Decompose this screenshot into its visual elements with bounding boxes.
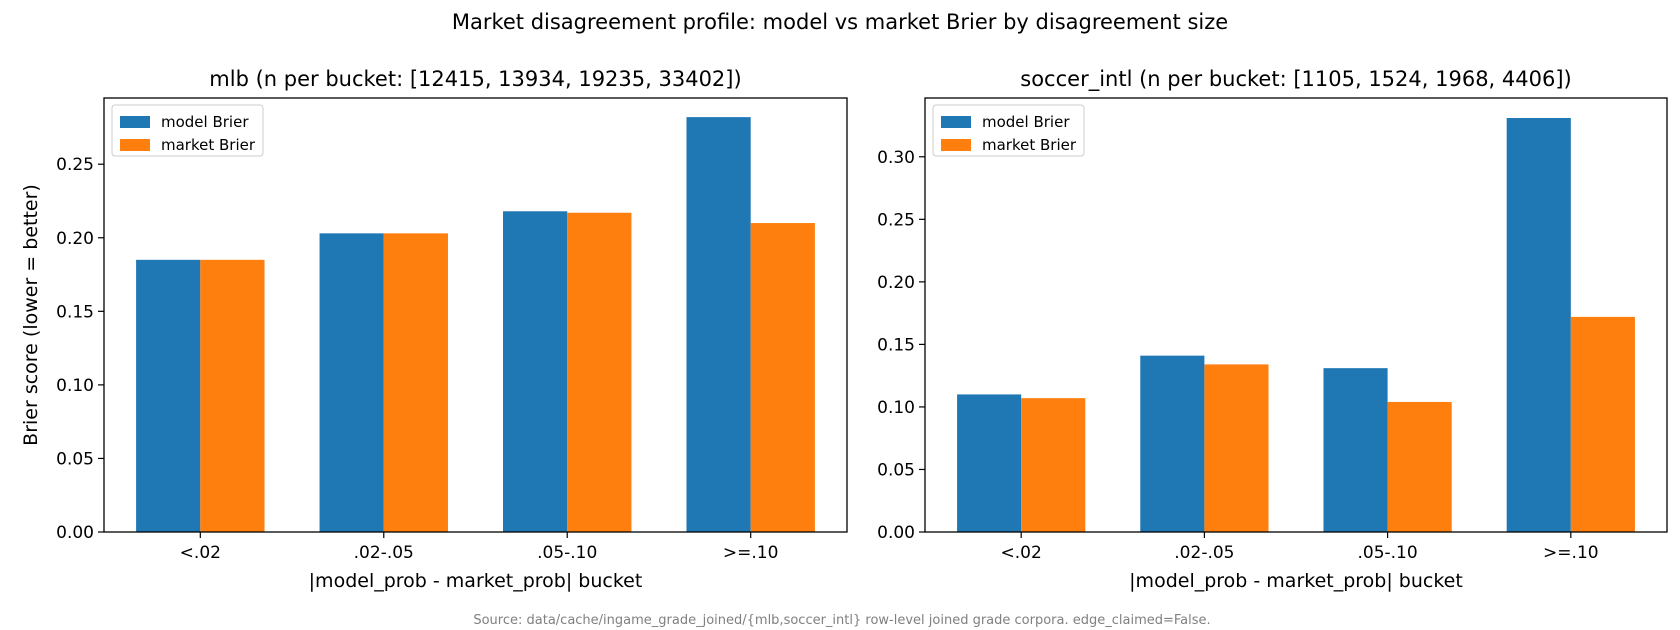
y-tick-label: 0.25 (56, 155, 94, 175)
bar-market-0 (1021, 398, 1086, 532)
bar-market-2 (1387, 401, 1452, 532)
chart-panel-soccer-intl: 0.00 0.05 0.10 0.15 0.20 0.25 0.30 <.02 .02-.05.… (877, 67, 1668, 592)
bar-model-3 (686, 117, 751, 532)
x-tick-label: <.02 (1001, 543, 1042, 563)
y-tick-label: 0.10 (56, 376, 94, 396)
bar-model-1 (1140, 355, 1205, 532)
y-axis-label: Brier score (lower = better) (20, 184, 42, 446)
bar-model-2 (1323, 368, 1388, 532)
y-tick-label: 0.20 (56, 229, 94, 249)
bar-market-3 (750, 223, 815, 533)
x-tick-label: .05-.10 (1357, 543, 1417, 563)
chart-panel-mlb: 0.00 0.05 0.10 0.15 0.20 0.25 <.02 .02-.05 .05-.… (20, 67, 848, 592)
bar-model-1 (319, 233, 384, 532)
y-tick-label: 0.15 (877, 335, 915, 355)
panel-title: mlb (n per bucket: [12415, 13934, 19235,… (209, 67, 741, 91)
x-axis-label: |model_prob - market_prob| bucket (1129, 570, 1463, 592)
y-tick-label: 0.30 (877, 148, 915, 168)
bar-market-1 (383, 233, 448, 532)
bar-market-2 (567, 212, 632, 532)
legend-label-model: model Brier (161, 113, 249, 131)
y-tick-label: 0.15 (56, 302, 94, 322)
y-tick-label: 0.00 (56, 523, 94, 543)
legend-swatch-model (941, 116, 971, 128)
y-tick-label: 0.00 (877, 523, 915, 543)
y-tick-label: 0.20 (877, 273, 915, 293)
source-note: Source: data/cache/ingame_grade_joined/{… (473, 613, 1210, 628)
legend-label-model: model Brier (982, 113, 1070, 131)
legend-swatch-market (120, 139, 150, 151)
bar-market-1 (1204, 364, 1269, 532)
legend-label-market: market Brier (982, 136, 1077, 154)
x-tick-label: >=.10 (1543, 543, 1599, 563)
panel-title: soccer_intl (n per bucket: [1105, 1524, … (1020, 67, 1571, 92)
x-axis-label: |model_prob - market_prob| bucket (309, 570, 643, 592)
axes-frame (103, 97, 848, 533)
x-tick-label: >=.10 (723, 543, 779, 563)
x-tick-label: <.02 (180, 543, 221, 563)
bar-market-0 (200, 259, 265, 532)
legend-swatch-model (120, 116, 150, 128)
x-tick-label: .02-.05 (354, 543, 414, 563)
y-tick-label: 0.05 (56, 449, 94, 469)
axes-frame (924, 97, 1668, 533)
bar-model-0 (136, 259, 201, 532)
y-tick-label: 0.10 (877, 398, 915, 418)
figure-title: Market disagreement profile: model vs ma… (452, 10, 1228, 34)
bar-model-0 (957, 394, 1022, 532)
y-tick-label: 0.05 (877, 460, 915, 480)
y-tick-label: 0.25 (877, 210, 915, 230)
x-tick-label: .02-.05 (1174, 543, 1234, 563)
legend-swatch-market (941, 139, 971, 151)
bar-model-2 (503, 211, 568, 532)
bar-model-3 (1506, 118, 1571, 532)
bar-market-3 (1570, 316, 1635, 532)
x-tick-label: .05-.10 (537, 543, 597, 563)
legend-label-market: market Brier (161, 136, 256, 154)
